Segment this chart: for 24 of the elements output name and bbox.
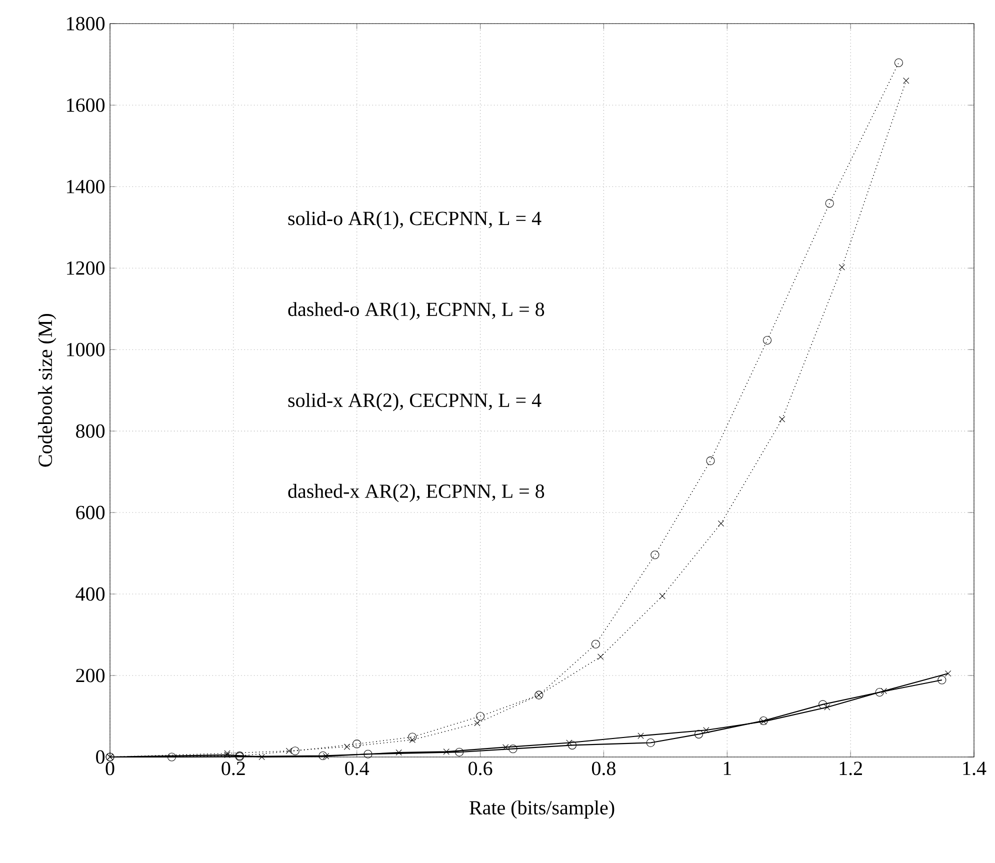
y-tick-label: 0 xyxy=(96,750,105,764)
x-tick-label: 1.2 xyxy=(840,762,862,776)
y-tick-label: 200 xyxy=(76,668,105,682)
y-tick-label: 1400 xyxy=(67,180,105,194)
y-tick-label: 1800 xyxy=(67,16,105,30)
y-tick-label: 1000 xyxy=(67,342,105,356)
annotation: dashed-x AR(2), ECPNN, L = 8 xyxy=(288,484,544,502)
x-tick-label: 0 xyxy=(106,762,114,776)
x-tick-label: 1.4 xyxy=(963,762,986,776)
y-axis-title: Codebook size (M) xyxy=(38,314,56,467)
annotation: solid-x AR(2), CECPNN, L = 4 xyxy=(288,393,542,412)
x-axis-title: Rate (bits/sample) xyxy=(470,800,614,819)
annotation: dashed-o AR(1), ECPNN, L = 8 xyxy=(288,302,544,320)
x-tick-label: 1 xyxy=(724,762,731,775)
y-tick-label: 600 xyxy=(76,506,105,520)
annotation: solid-o AR(1), CECPNN, L = 4 xyxy=(288,211,542,230)
x-tick-label: 0.8 xyxy=(592,762,616,776)
y-tick-label: 1200 xyxy=(67,261,105,275)
x-tick-label: 0.2 xyxy=(222,762,245,776)
x-tick-label: 0.4 xyxy=(345,762,370,776)
y-tick-label: 400 xyxy=(76,587,105,601)
y-tick-label: 800 xyxy=(76,424,105,438)
x-tick-label: 0.6 xyxy=(468,762,492,776)
y-tick-label: 1600 xyxy=(67,98,105,112)
